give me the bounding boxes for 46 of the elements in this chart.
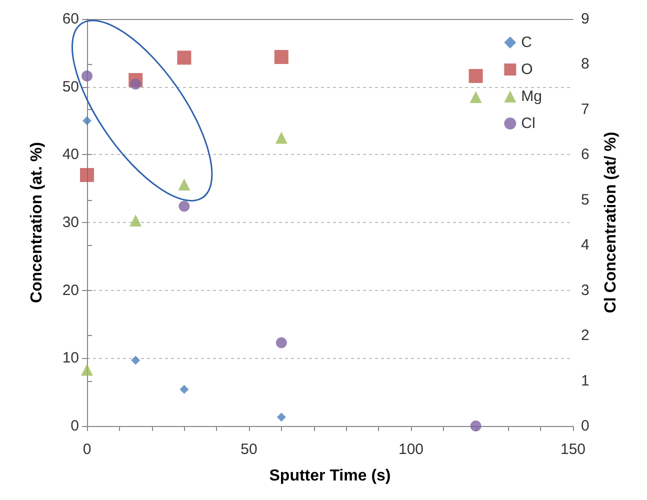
y2-tick-label: 3 [581, 282, 590, 299]
x-tick-label: 100 [398, 441, 424, 458]
point [276, 337, 287, 348]
y-tick-label: 30 [62, 214, 79, 231]
point [131, 356, 140, 365]
y-tick-label: 50 [62, 78, 79, 96]
point [130, 78, 142, 90]
y-axis-title: Concentration (at. %) [28, 142, 46, 303]
x-tick-label: 150 [560, 441, 586, 458]
y-tick-label: 60 [62, 10, 79, 28]
point [470, 91, 482, 104]
point [274, 50, 288, 64]
point [82, 70, 92, 82]
y2-tick-label: 4 [581, 236, 590, 254]
point [276, 412, 286, 422]
y2-tick-label: 1 [581, 372, 590, 390]
point [80, 168, 94, 182]
legend-label: Cl [521, 115, 536, 132]
y2-axis-title: Cl Concentration (at/ %) [602, 132, 620, 314]
point [275, 132, 288, 144]
point [177, 50, 192, 65]
point [180, 384, 189, 394]
y2-tick-label: 8 [581, 56, 590, 73]
point [470, 420, 482, 432]
point [130, 214, 142, 226]
y2-tick-label: 7 [581, 100, 590, 118]
x-axis-title: Sputter Time (s) [269, 468, 391, 484]
x-tick-label: 0 [82, 441, 92, 458]
y2-tick-label: 5 [581, 191, 590, 208]
legend-label: Mg [521, 88, 542, 105]
point [178, 178, 190, 191]
legend-label: O [521, 61, 533, 78]
legend-label: C [521, 34, 532, 51]
point [468, 68, 483, 83]
y2-tick-label: 2 [581, 327, 590, 344]
point [81, 364, 93, 376]
y-tick-label: 10 [62, 350, 79, 367]
point [82, 116, 92, 126]
point [178, 200, 190, 212]
y-tick-label: 0 [70, 418, 79, 434]
y2-tick-label: 6 [581, 146, 590, 164]
y-tick-label: 20 [62, 282, 79, 299]
y2-tick-label: 0 [581, 418, 590, 434]
y2-tick-label: 9 [581, 10, 590, 28]
x-tick-label: 50 [240, 441, 258, 458]
y-tick-label: 40 [62, 146, 79, 164]
